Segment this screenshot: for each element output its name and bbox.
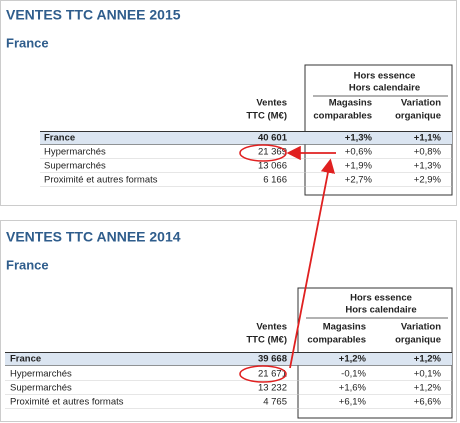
cell: 4 765: [263, 397, 287, 408]
title: VENTES TTC ANNEE 2014: [6, 229, 181, 245]
column-header: TTC (M€): [246, 335, 287, 346]
row-label: Proximité et autres formats: [44, 175, 158, 186]
column-header: Magasins: [329, 98, 372, 109]
cell: -0,1%: [341, 369, 366, 380]
column-header: organique: [395, 335, 441, 346]
cell: 40 601: [258, 133, 288, 144]
arrow: [289, 158, 336, 369]
cell: +1,9%: [345, 161, 373, 172]
column-header: Magasins: [323, 322, 366, 333]
panel-frame: [0, 0, 457, 206]
cell: +0,1%: [414, 369, 442, 380]
cell: 13 232: [258, 383, 287, 394]
cell: +1,3%: [414, 161, 442, 172]
cell: 6 166: [263, 175, 287, 186]
cell: +1,1%: [414, 133, 442, 144]
group-header: Hors essence: [350, 293, 412, 304]
cell: +1,2%: [339, 354, 367, 365]
column-header: Ventes: [256, 98, 287, 109]
cell: 21 369: [258, 147, 287, 158]
cell: 21 671: [258, 369, 287, 380]
row-label: Supermarchés: [44, 161, 106, 172]
column-header: organique: [395, 111, 441, 122]
title: VENTES TTC ANNEE 2015: [6, 7, 181, 23]
highlight-ellipse: [239, 144, 287, 162]
column-box: [304, 64, 453, 196]
total-row-bg: [40, 131, 452, 145]
group-header: Hors essence: [354, 71, 416, 82]
highlight-ellipse: [239, 365, 287, 383]
row-label: Supermarchés: [10, 383, 72, 394]
group-header: Hors calendaire: [349, 83, 420, 94]
row-label: Proximité et autres formats: [10, 397, 124, 408]
column-header: TTC (M€): [246, 111, 287, 122]
cell: +1,2%: [414, 354, 442, 365]
column-header: Ventes: [256, 322, 287, 333]
row-label: France: [44, 133, 75, 144]
cell: +1,2%: [414, 383, 442, 394]
cell: +1,6%: [339, 383, 367, 394]
column-header: comparables: [313, 111, 372, 122]
row-label: Hypermarchés: [10, 369, 72, 380]
panel-frame: [0, 220, 457, 422]
column-header: Variation: [401, 322, 441, 333]
column-header: Variation: [401, 98, 441, 109]
cell: +2,7%: [345, 175, 373, 186]
cell: +1,3%: [345, 133, 373, 144]
cell: +0,6%: [345, 147, 373, 158]
subtitle: France: [6, 35, 49, 50]
column-header: comparables: [307, 335, 366, 346]
row-label: France: [10, 354, 41, 365]
row-label: Hypermarchés: [44, 147, 106, 158]
total-row-bg: [5, 352, 452, 366]
cell: +6,6%: [414, 397, 442, 408]
cell: +2,9%: [414, 175, 442, 186]
cell: 13 066: [258, 161, 287, 172]
cell: +6,1%: [339, 397, 367, 408]
cell: +0,8%: [414, 147, 442, 158]
subtitle: France: [6, 257, 49, 272]
group-header: Hors calendaire: [345, 305, 416, 316]
cell: 39 668: [258, 354, 287, 365]
